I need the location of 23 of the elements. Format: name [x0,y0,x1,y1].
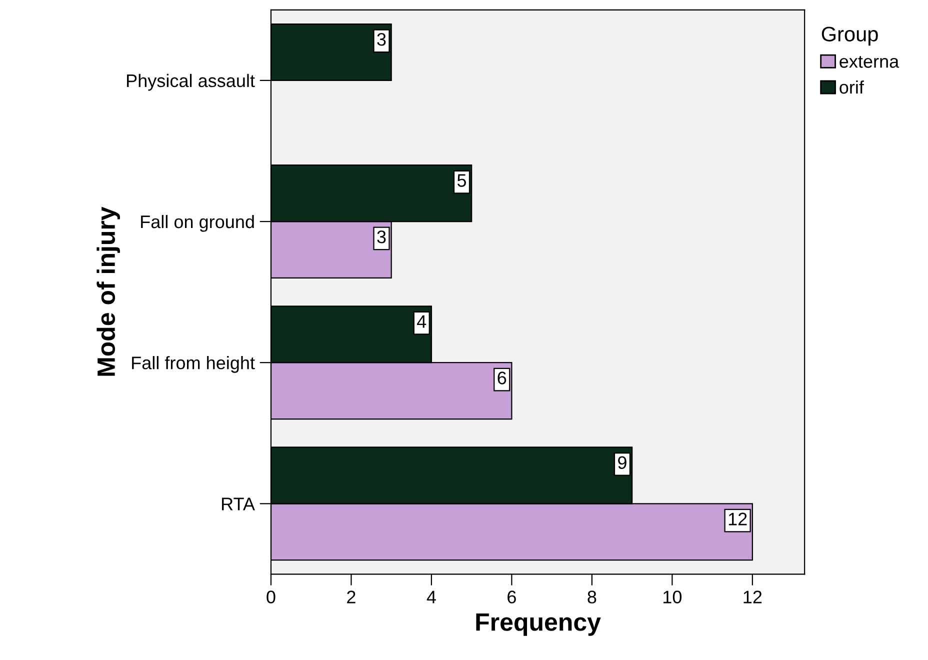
y-tick-label: Fall from height [132,356,255,373]
y-tick-label: RTA [222,498,255,510]
x-tick-label: 8 [588,590,596,604]
y-tick-label: Fall on ground [141,214,254,232]
y-tick-label: Physical assault [127,74,255,91]
y-axis-title: Mode of injury [96,206,120,376]
data-label: 4 [417,315,426,328]
data-label: 9 [618,456,626,470]
x-axis-title: Frequency [476,613,601,636]
x-tick-label: 4 [426,590,436,604]
legend-label: externa [840,56,900,68]
x-tick-label: 2 [347,590,356,604]
data-label: 3 [377,33,386,46]
x-tick-label: 0 [266,590,276,604]
x-tick-label: 12 [744,590,762,604]
data-label: 12 [728,512,747,526]
data-label: 6 [498,372,506,384]
x-tick-label: 10 [664,590,682,604]
legend-title: Group [822,26,878,46]
legend-label: orif [840,80,864,94]
x-tick-label: 6 [508,590,516,604]
data-label: 5 [457,174,466,187]
data-label: 3 [377,230,386,244]
